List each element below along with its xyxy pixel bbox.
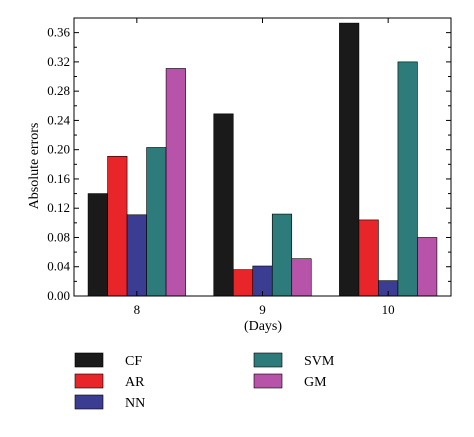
bar-svm-9 <box>271 213 293 297</box>
legend-label-svm: SVM <box>304 354 335 369</box>
legend-swatch-cf <box>74 352 104 368</box>
y-tick-label: 0.28 <box>47 83 70 98</box>
bar-cf-9 <box>213 113 234 297</box>
legend-swatch-ar <box>74 373 104 389</box>
legend-label-gm: GM <box>304 375 327 390</box>
bar-cf-8 <box>87 193 108 297</box>
y-axis-title: Absolute errors <box>27 123 42 210</box>
y-tick-label: 0.32 <box>47 54 70 69</box>
legend-label-nn: NN <box>125 396 145 411</box>
bar-ar-9 <box>232 269 254 297</box>
y-tick-label: 0.16 <box>47 171 70 186</box>
x-tick-label: 8 <box>134 302 141 317</box>
bar-ar-10 <box>358 219 379 297</box>
legend-swatch-nn <box>74 394 104 410</box>
plot-area: 0.00 0.04 0.08 0.12 0.16 0.20 0.24 0.28 0.32 0.36… <box>47 17 452 317</box>
bar-svm-10 <box>397 61 418 297</box>
legend-label-ar: AR <box>125 375 145 390</box>
y-tick-label: 0.04 <box>47 259 70 274</box>
x-tick-label: 10 <box>382 302 395 317</box>
y-tick-label: 0.12 <box>47 200 70 215</box>
y-tick-label: 0.24 <box>47 112 70 127</box>
bar-gm-8 <box>165 68 186 297</box>
bar-gm-10 <box>417 237 438 297</box>
bar-ar-8 <box>107 155 128 297</box>
legend-swatch-svm <box>253 352 283 368</box>
legend: CF AR NN SVM GM <box>74 352 335 411</box>
y-tick-label: 0.20 <box>47 142 70 157</box>
legend-label-cf: CF <box>125 354 142 369</box>
y-tick-label: 0.08 <box>47 229 70 244</box>
bar-nn-8 <box>126 214 147 297</box>
y-tick-label: 0.36 <box>47 25 70 40</box>
x-axis-title: (Days) <box>244 319 282 334</box>
legend-swatch-gm <box>253 373 283 389</box>
x-tick-label: 9 <box>259 302 266 317</box>
bar-cf-10 <box>339 22 360 297</box>
y-tick-label: 0.00 <box>47 288 70 303</box>
bar-svm-8 <box>146 147 167 297</box>
bar-gm-9 <box>291 258 312 297</box>
